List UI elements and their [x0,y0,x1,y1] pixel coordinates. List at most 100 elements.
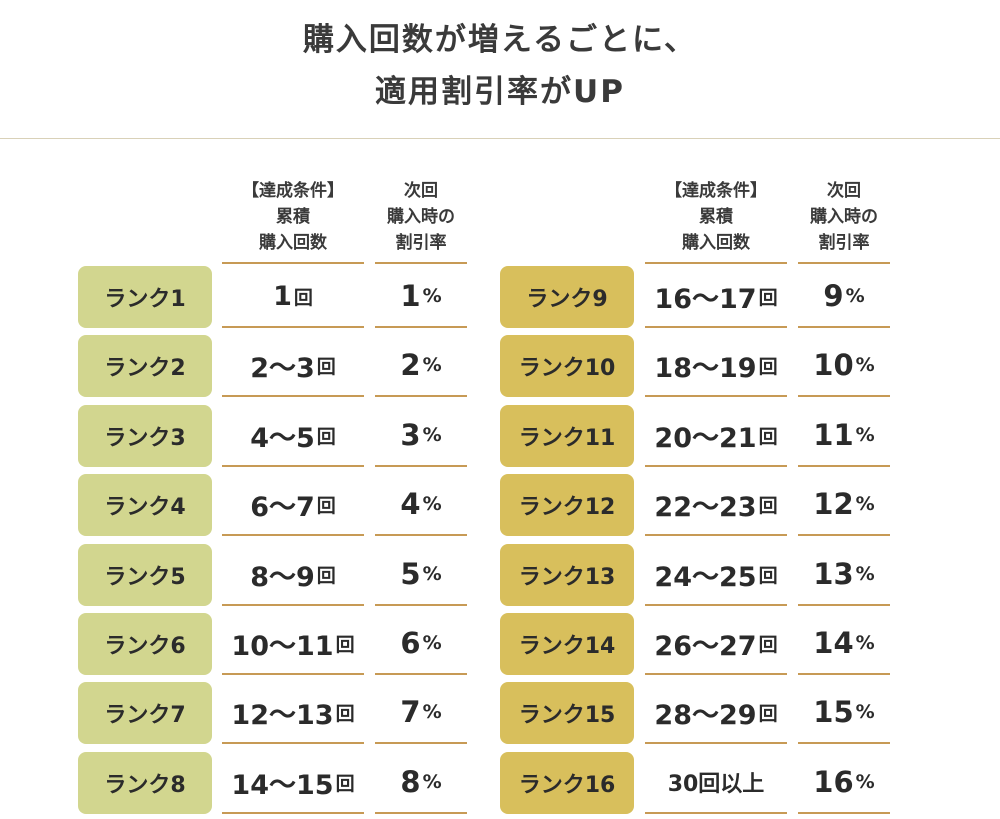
discount-rate-unit: % [855,354,875,376]
rank-badge: ランク1 [78,266,212,328]
discount-rate-unit: % [855,563,875,585]
rank-badge: ランク10 [500,335,634,397]
purchase-count-cell: 12〜13 回 [222,682,364,744]
rank-badge: ランク15 [500,682,634,744]
purchase-count-value: 2〜3 [250,352,315,384]
discount-rate-value: 6 [400,626,421,660]
purchase-count-value: 24〜25 [654,561,757,593]
discount-rate-unit: % [855,632,875,654]
purchase-count-value: 6〜7 [250,491,315,523]
rank-badge: ランク3 [78,405,212,467]
purchase-count-cell: 2〜3 回 [222,335,364,397]
discount-header-left: 次回 購入時の 割引率 [375,178,467,262]
discount-rate-cell: 11% [798,405,890,467]
condition-header-line: 購入回数 [259,233,327,253]
discount-rate-unit: % [422,701,442,723]
purchase-count-cell: 26〜27 回 [645,613,787,675]
headline: 購入回数が増えるごとに、 適用割引率がUP [0,14,1000,118]
purchase-count-cell: 10〜11 回 [222,613,364,675]
rank-badge: ランク14 [500,613,634,675]
discount-rate-cell: 9% [798,266,890,328]
discount-rate-cell: 3% [375,405,467,467]
discount-rate-value: 15 [813,695,854,729]
rank-badge: ランク13 [500,544,634,606]
purchase-count-cell: 18〜19 回 [645,335,787,397]
rank-badge: ランク11 [500,405,634,467]
discount-rate-value: 4 [400,487,421,521]
purchase-count-unit: 回 [335,772,355,795]
discount-rate-cell: 14% [798,613,890,675]
rank-badge: ランク4 [78,474,212,536]
purchase-count-value: 1 [273,280,292,312]
discount-rate-value: 11 [813,418,854,452]
discount-header-line: 次回 [404,181,438,201]
purchase-count-value: 8〜9 [250,561,315,593]
purchase-count-value: 30回以上 [667,772,765,797]
discount-rate-value: 5 [400,557,421,591]
purchase-count-unit: 回 [335,633,355,656]
purchase-count-unit: 回 [758,425,778,448]
header-rule [222,262,364,264]
purchase-count-unit: 回 [758,702,778,725]
purchase-count-cell: 6〜7 回 [222,474,364,536]
condition-header-line: 累積 [276,207,310,227]
discount-rate-unit: % [845,285,865,307]
discount-rate-value: 14 [813,626,854,660]
purchase-count-unit: 回 [335,702,355,725]
condition-header-left: 【達成条件】 累積 購入回数 [222,178,364,262]
purchase-count-value: 10〜11 [231,630,334,662]
discount-rate-cell: 5% [375,544,467,606]
discount-rate-value: 2 [400,348,421,382]
rank-badge: ランク9 [500,266,634,328]
discount-rate-cell: 4% [375,474,467,536]
discount-rate-unit: % [422,493,442,515]
discount-rate-value: 3 [400,418,421,452]
discount-rate-cell: 1% [375,266,467,328]
purchase-count-cell: 20〜21 回 [645,405,787,467]
purchase-count-unit: 回 [316,425,336,448]
discount-rate-unit: % [422,771,442,793]
discount-rate-cell: 2% [375,335,467,397]
purchase-count-value: 28〜29 [654,699,757,731]
purchase-count-value: 4〜5 [250,422,315,454]
discount-rate-value: 10 [813,348,854,382]
discount-rate-unit: % [422,563,442,585]
discount-rate-value: 1 [400,279,421,313]
headline-line-1: 購入回数が増えるごとに、 [302,22,698,58]
headline-line-2: 適用割引率がUP [375,74,625,110]
rank-badge: ランク12 [500,474,634,536]
discount-rate-cell: 6% [375,613,467,675]
purchase-count-unit: 回 [758,564,778,587]
condition-header-line: 【達成条件】 [665,181,767,201]
divider [0,138,1000,139]
condition-header-line: 【達成条件】 [242,181,344,201]
purchase-count-cell: 30回以上 [645,752,787,814]
purchase-count-value: 22〜23 [654,491,757,523]
rank-badge: ランク16 [500,752,634,814]
discount-rate-value: 13 [813,557,854,591]
purchase-count-cell: 24〜25 回 [645,544,787,606]
rank-badge: ランク8 [78,752,212,814]
purchase-count-value: 26〜27 [654,630,757,662]
discount-rate-cell: 13% [798,544,890,606]
purchase-count-unit: 回 [758,355,778,378]
header-rule [798,262,890,264]
discount-header-line: 割引率 [818,233,870,253]
purchase-count-cell: 14〜15 回 [222,752,364,814]
discount-rate-value: 7 [400,695,421,729]
discount-rate-unit: % [422,632,442,654]
discount-rate-unit: % [855,771,875,793]
discount-rate-value: 9 [823,279,844,313]
discount-header-line: 購入時の [387,207,455,227]
purchase-count-cell: 4〜5 回 [222,405,364,467]
discount-rate-cell: 16% [798,752,890,814]
header-rule [375,262,467,264]
purchase-count-unit: 回 [758,286,778,309]
discount-rate-value: 8 [400,765,421,799]
discount-rate-unit: % [422,424,442,446]
purchase-count-value: 14〜15 [231,769,334,801]
discount-header-line: 割引率 [395,233,447,253]
rank-badge: ランク6 [78,613,212,675]
header-rule [645,262,787,264]
